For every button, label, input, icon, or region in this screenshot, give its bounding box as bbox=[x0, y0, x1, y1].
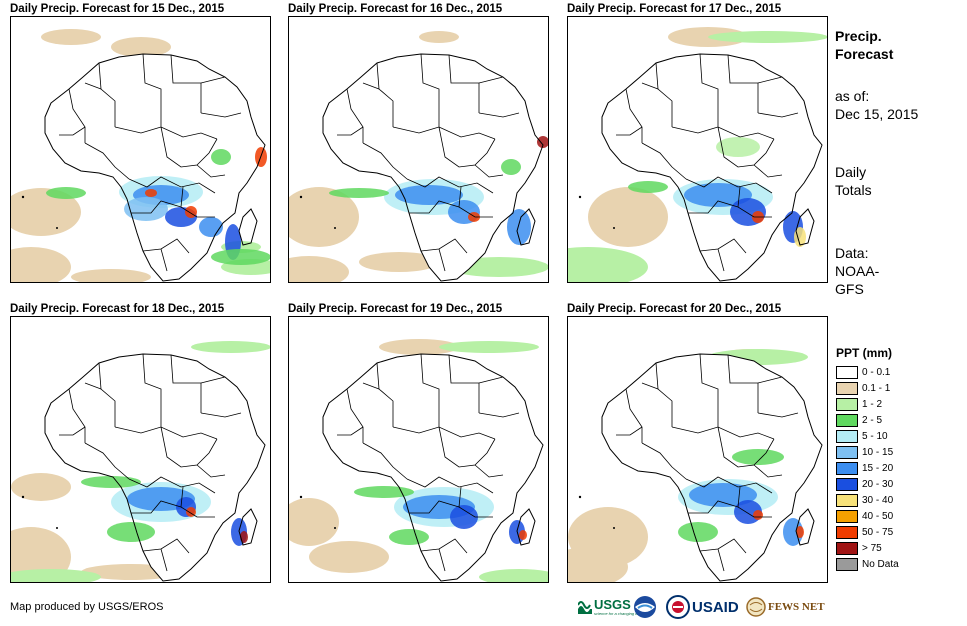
legend-title: PPT (mm) bbox=[836, 346, 893, 360]
asof-label: as of: bbox=[835, 88, 870, 104]
precip-map bbox=[567, 16, 828, 283]
legend-label: 40 - 50 bbox=[862, 511, 894, 522]
legend-item: No Data bbox=[836, 557, 956, 573]
legend-swatch bbox=[836, 414, 858, 427]
usaid-seal-icon bbox=[666, 595, 690, 619]
legend-item: 5 - 10 bbox=[836, 429, 956, 445]
legend-label: 0 - 0.1 bbox=[862, 367, 891, 378]
usgs-wordmark: USGS bbox=[594, 597, 631, 612]
legend-label: 0.1 - 1 bbox=[862, 383, 891, 394]
as-of-block: as of: Dec 15, 2015 bbox=[835, 87, 918, 123]
legend-label: 20 - 30 bbox=[862, 479, 894, 490]
legend-swatch bbox=[836, 398, 858, 411]
legend-label: > 75 bbox=[862, 543, 882, 554]
panel-title: Daily Precip. Forecast for 17 Dec., 2015 bbox=[567, 3, 782, 15]
legend-item: 2 - 5 bbox=[836, 413, 956, 429]
usgs-logo: USGS science for a changing world bbox=[578, 594, 645, 620]
legend-label: No Data bbox=[862, 559, 899, 570]
legend-swatch bbox=[836, 526, 858, 539]
usgs-wave-icon bbox=[578, 601, 592, 614]
heading-line2: Forecast bbox=[835, 46, 894, 62]
data-line1: Data: bbox=[835, 245, 869, 261]
legend-swatch bbox=[836, 478, 858, 491]
legend-label: 2 - 5 bbox=[862, 415, 883, 426]
legend-swatch bbox=[836, 462, 858, 475]
panel-title: Daily Precip. Forecast for 20 Dec., 2015 bbox=[567, 303, 782, 315]
usaid-logo: USAID bbox=[692, 594, 739, 620]
forecast-panel: Daily Precip. Forecast for 20 Dec., 2015 bbox=[567, 302, 828, 583]
forecast-panel: Daily Precip. Forecast for 16 Dec., 2015 bbox=[288, 2, 549, 283]
forecast-heading: Precip. Forecast bbox=[835, 27, 893, 63]
precip-map bbox=[10, 16, 271, 283]
usaid-wordmark: USAID bbox=[692, 598, 739, 616]
legend-item: 20 - 30 bbox=[836, 477, 956, 493]
panel-title: Daily Precip. Forecast for 19 Dec., 2015 bbox=[288, 303, 503, 315]
legend-item: 40 - 50 bbox=[836, 509, 956, 525]
legend-swatch bbox=[836, 446, 858, 459]
legend-item: 0 - 0.1 bbox=[836, 365, 956, 381]
legend-item: 15 - 20 bbox=[836, 461, 956, 477]
totals-line1: Daily bbox=[835, 164, 867, 180]
legend-item: 10 - 15 bbox=[836, 445, 956, 461]
legend-item: 30 - 40 bbox=[836, 493, 956, 509]
legend-swatch bbox=[836, 510, 858, 523]
data-line3: GFS bbox=[835, 281, 864, 297]
heading-line1: Precip. bbox=[835, 28, 882, 44]
forecast-panel: Daily Precip. Forecast for 15 Dec., 2015 bbox=[10, 2, 271, 283]
noaa-logo bbox=[633, 594, 657, 620]
legend-label: 5 - 10 bbox=[862, 431, 888, 442]
precip-map bbox=[567, 316, 828, 583]
legend-item: 1 - 2 bbox=[836, 397, 956, 413]
fews-wordmark: FEWS NET bbox=[768, 601, 825, 613]
agency-logos: USGS science for a changing world USAID … bbox=[578, 594, 828, 620]
forecast-panel: Daily Precip. Forecast for 19 Dec., 2015 bbox=[288, 302, 549, 583]
panel-title: Daily Precip. Forecast for 16 Dec., 2015 bbox=[288, 3, 503, 15]
noaa-emblem-icon bbox=[634, 596, 656, 618]
data-source-block: Data: NOAA- GFS bbox=[835, 244, 879, 298]
asof-date: Dec 15, 2015 bbox=[835, 106, 919, 122]
legend-label: 50 - 75 bbox=[862, 527, 894, 538]
data-line2: NOAA- bbox=[835, 263, 880, 279]
legend-item: > 75 bbox=[836, 541, 956, 557]
legend-label: 30 - 40 bbox=[862, 495, 894, 506]
legend-swatch bbox=[836, 558, 858, 571]
forecast-panel: Daily Precip. Forecast for 18 Dec., 2015 bbox=[10, 302, 271, 583]
legend-item: 0.1 - 1 bbox=[836, 381, 956, 397]
usgs-tagline: science for a changing world bbox=[594, 611, 645, 616]
usaid-emblem bbox=[666, 594, 690, 620]
totals-block: Daily Totals bbox=[835, 163, 872, 199]
precip-map bbox=[288, 316, 549, 583]
precip-map bbox=[288, 16, 549, 283]
fews-globe-icon bbox=[746, 597, 766, 617]
legend-swatch bbox=[836, 542, 858, 555]
legend-label: 15 - 20 bbox=[862, 463, 894, 474]
precip-map bbox=[10, 316, 271, 583]
legend-label: 1 - 2 bbox=[862, 399, 883, 410]
map-credit: Map produced by USGS/EROS bbox=[10, 601, 164, 613]
forecast-panel: Daily Precip. Forecast for 17 Dec., 2015 bbox=[567, 2, 828, 283]
panel-title: Daily Precip. Forecast for 18 Dec., 2015 bbox=[10, 303, 225, 315]
totals-line2: Totals bbox=[835, 182, 872, 198]
legend-swatch bbox=[836, 430, 858, 443]
legend-swatch bbox=[836, 366, 858, 379]
legend-label: 10 - 15 bbox=[862, 447, 894, 458]
legend-item: 50 - 75 bbox=[836, 525, 956, 541]
panel-title: Daily Precip. Forecast for 15 Dec., 2015 bbox=[10, 3, 225, 15]
legend-swatch bbox=[836, 494, 858, 507]
legend-swatch bbox=[836, 382, 858, 395]
fews-logo: FEWS NET bbox=[746, 594, 825, 620]
